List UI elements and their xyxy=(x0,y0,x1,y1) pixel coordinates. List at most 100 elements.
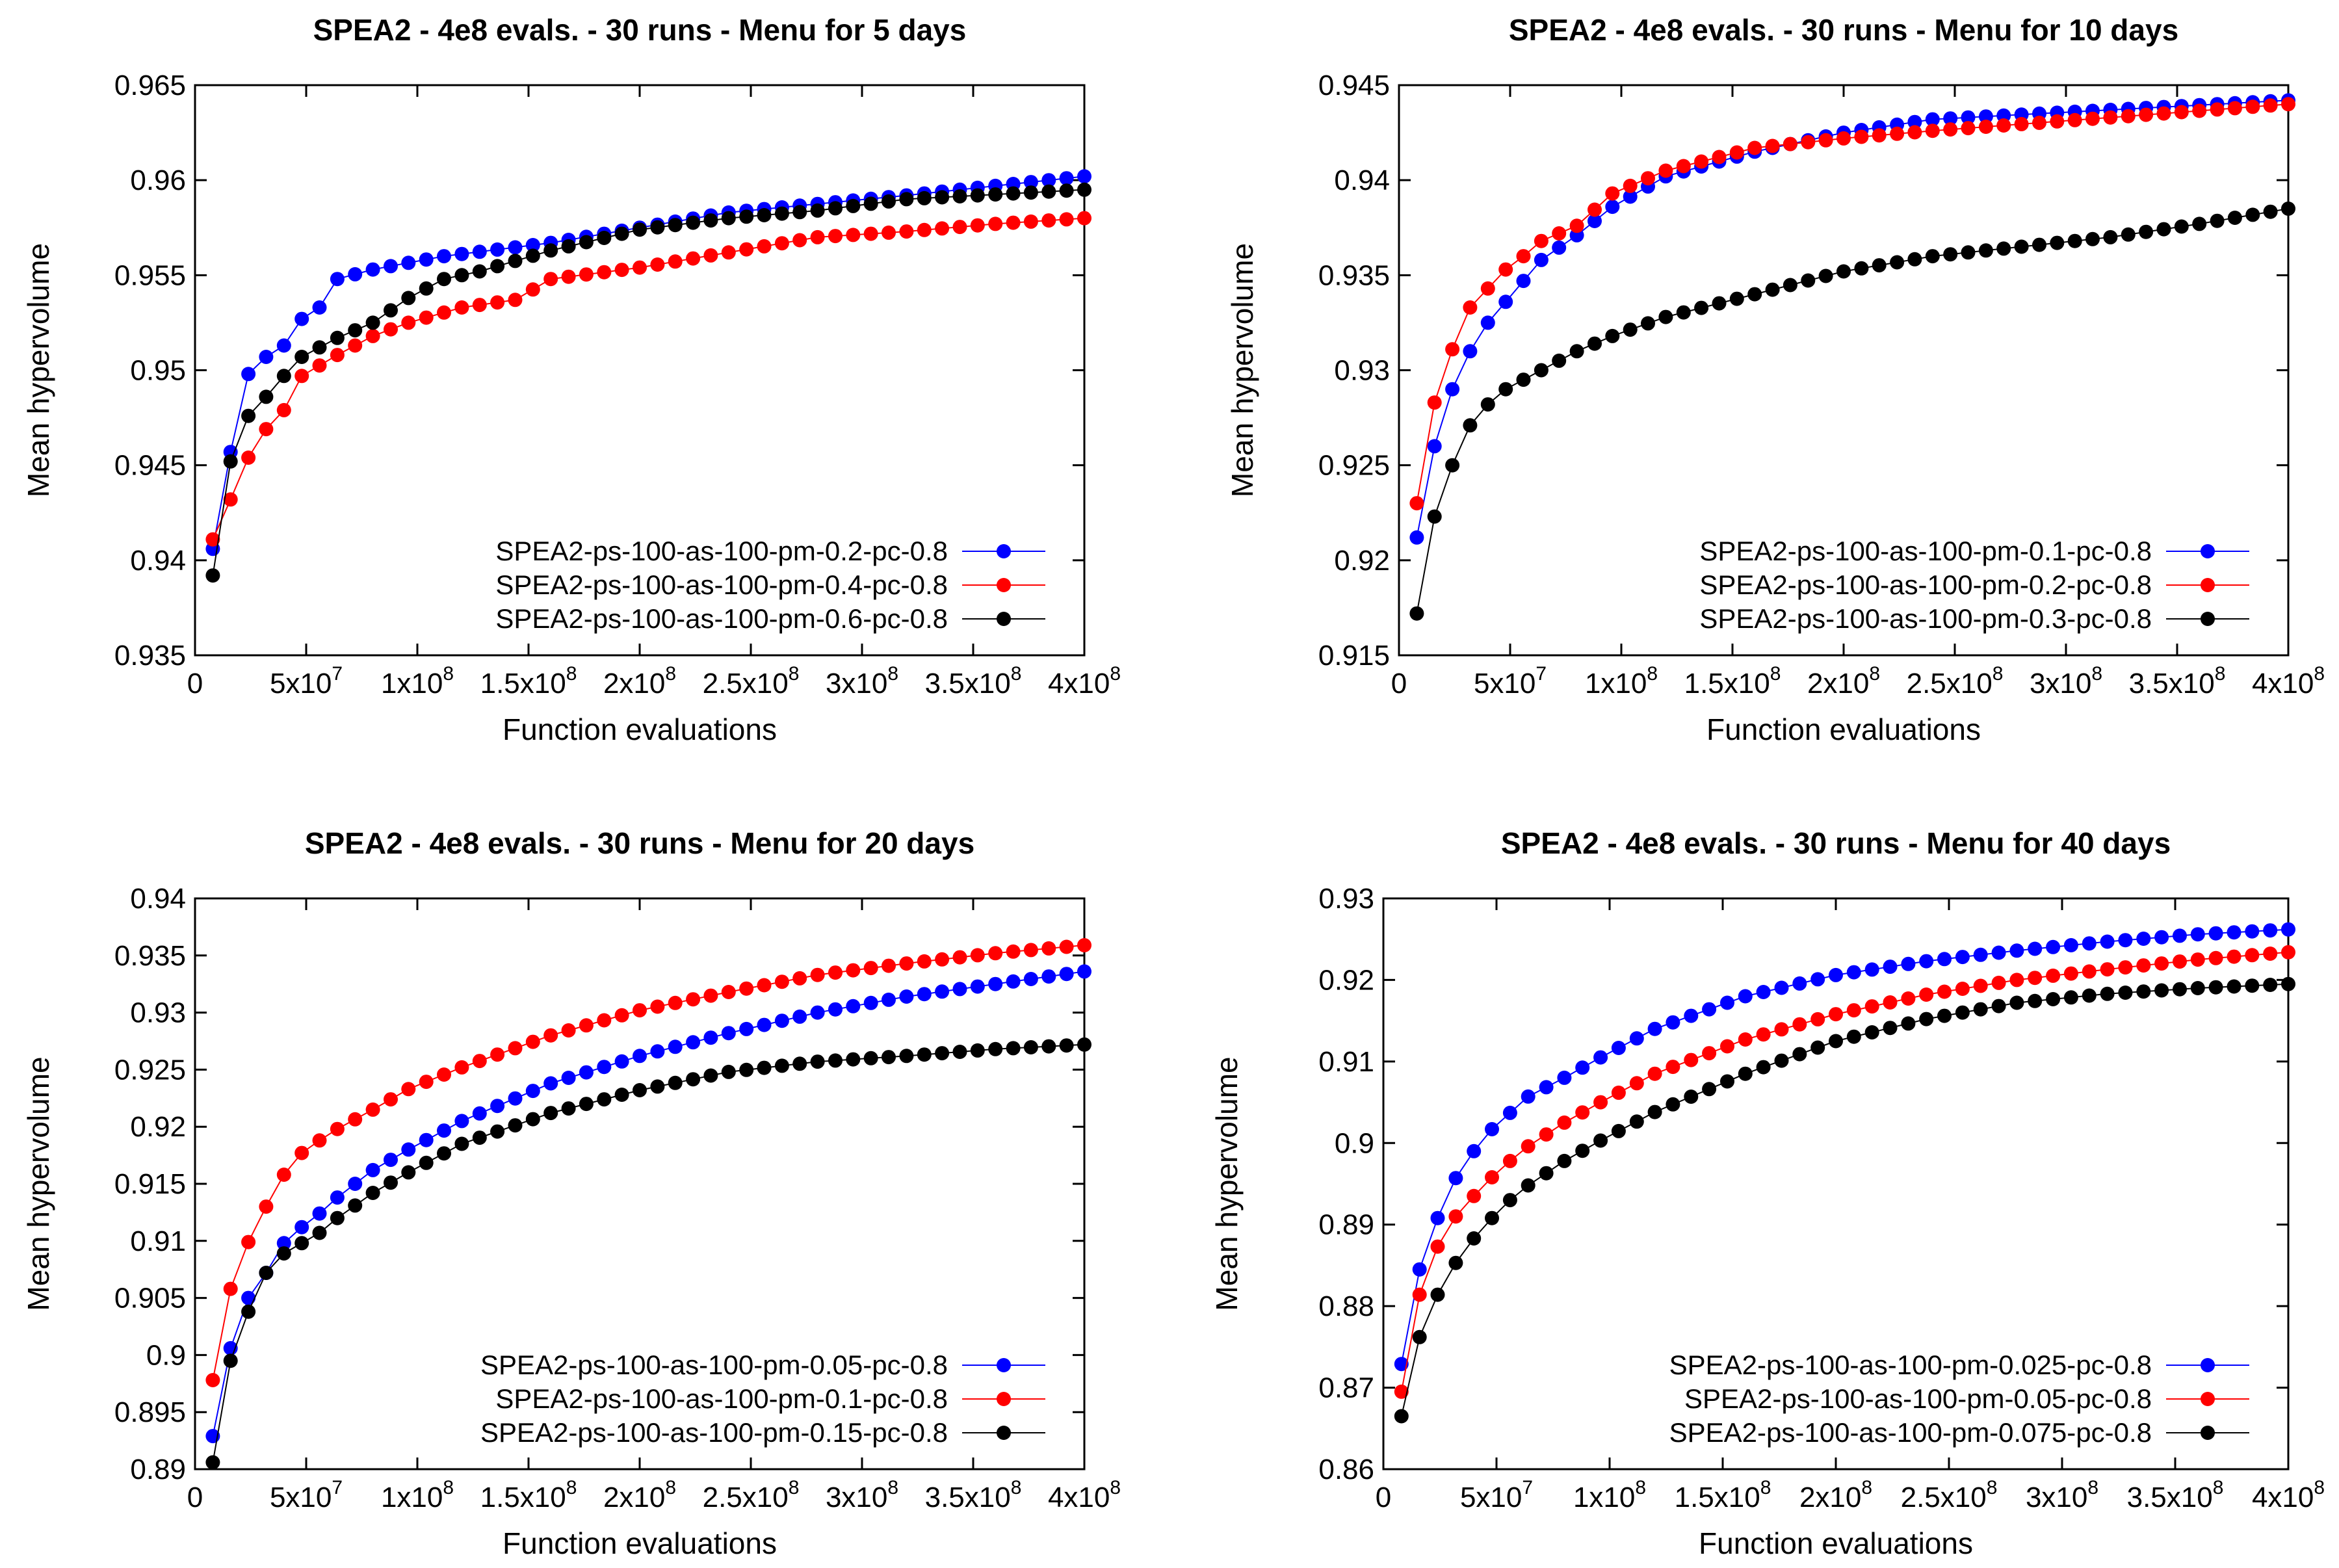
data-point xyxy=(2085,111,2100,126)
data-point xyxy=(1611,1123,1626,1138)
data-point xyxy=(1883,960,1898,974)
data-point xyxy=(1023,943,1038,958)
series-3 xyxy=(1394,976,2295,1424)
x-tick-mantissa: 5x10 xyxy=(270,668,332,699)
data-point xyxy=(1539,1127,1554,1142)
data-point xyxy=(2263,978,2278,992)
data-point xyxy=(2085,231,2100,246)
series-3 xyxy=(205,182,1091,583)
data-point xyxy=(1409,496,1424,511)
legend-marker xyxy=(997,1392,1011,1406)
y-tick-label: 0.9 xyxy=(146,1339,186,1371)
data-point xyxy=(2067,233,2082,248)
data-point xyxy=(2118,986,2133,1000)
x-tick-exponent: 8 xyxy=(1861,1477,1872,1498)
data-point xyxy=(1552,240,1567,255)
data-point xyxy=(2154,983,2169,998)
data-point xyxy=(2227,949,2241,964)
data-point xyxy=(223,454,238,469)
data-point xyxy=(810,967,825,982)
data-point xyxy=(988,946,1003,961)
data-point xyxy=(1991,975,2006,990)
data-point xyxy=(1430,1210,1445,1225)
data-point xyxy=(1747,287,1762,302)
data-point xyxy=(2154,956,2169,971)
data-point xyxy=(935,221,950,236)
data-point xyxy=(1516,274,1531,289)
data-point xyxy=(1829,1007,1843,1022)
data-point xyxy=(774,236,789,251)
data-point xyxy=(490,1047,505,1062)
data-point xyxy=(970,218,985,233)
data-point xyxy=(2118,960,2133,975)
data-point xyxy=(2190,927,2205,942)
legend-label: SPEA2-ps-100-as-100-pm-0.1-pc-0.8 xyxy=(1699,536,2152,566)
y-tick-label: 0.9 xyxy=(1335,1127,1374,1159)
chart-title: SPEA2 - 4e8 evals. - 30 runs - Menu for … xyxy=(1509,13,2178,47)
data-point xyxy=(1961,121,1976,136)
data-point xyxy=(863,226,878,241)
series-2 xyxy=(1409,97,2295,511)
data-point xyxy=(294,1220,309,1235)
x-tick-exponent: 8 xyxy=(1011,1477,1022,1498)
data-point xyxy=(1467,1143,1482,1158)
x-tick-label: 3x108 xyxy=(2030,663,2102,699)
data-point xyxy=(774,206,789,221)
data-point xyxy=(1077,169,1091,184)
x-tick-label: 2x108 xyxy=(603,1477,676,1513)
data-point xyxy=(1943,247,1958,262)
x-tick-exponent: 8 xyxy=(789,663,800,685)
data-point xyxy=(1502,1105,1517,1120)
chart-2: SPEA2 - 4e8 evals. - 30 runs - Menu for … xyxy=(1225,13,2325,746)
data-point xyxy=(668,1075,683,1090)
legend-label: SPEA2-ps-100-as-100-pm-0.05-pc-0.8 xyxy=(1684,1383,2152,1414)
data-point xyxy=(2100,934,2115,949)
data-point xyxy=(2281,922,2295,937)
x-tick-label: 4x108 xyxy=(2252,663,2325,699)
data-point xyxy=(1937,1008,1952,1023)
data-point xyxy=(2028,993,2043,1008)
data-point xyxy=(330,272,345,287)
data-point xyxy=(2063,990,2078,1005)
data-point xyxy=(1955,950,1970,965)
legend-marker xyxy=(2201,612,2215,626)
series-1 xyxy=(205,964,1091,1444)
data-point xyxy=(294,369,309,384)
data-point xyxy=(1394,1409,1409,1424)
data-point xyxy=(508,1041,523,1056)
x-tick-exponent: 8 xyxy=(1770,663,1781,685)
data-point xyxy=(721,245,736,260)
data-point xyxy=(1792,1017,1807,1032)
data-point xyxy=(2210,213,2225,228)
data-point xyxy=(205,532,220,547)
data-point xyxy=(1991,945,2006,960)
data-point xyxy=(1041,173,1056,188)
x-tick-label: 2x108 xyxy=(603,663,676,699)
data-point xyxy=(312,1133,327,1148)
x-tick-mantissa: 1.5x10 xyxy=(1684,668,1770,699)
data-point xyxy=(2009,943,2024,958)
data-point xyxy=(739,209,754,224)
data-point xyxy=(384,1153,398,1168)
data-point xyxy=(348,267,363,281)
x-tick-exponent: 8 xyxy=(2213,1477,2224,1498)
data-point xyxy=(1658,163,1673,178)
data-point xyxy=(1409,606,1424,621)
y-tick-label: 0.915 xyxy=(114,1168,186,1200)
data-point xyxy=(384,259,398,274)
y-tick-label: 0.91 xyxy=(1318,1046,1374,1078)
data-point xyxy=(614,263,629,278)
x-tick-mantissa: 1x10 xyxy=(381,668,443,699)
x-axis-label: Function evaluations xyxy=(503,712,777,746)
x-tick-exponent: 8 xyxy=(1011,663,1022,685)
data-point xyxy=(1412,1329,1427,1344)
data-point xyxy=(2173,982,2187,997)
x-tick-mantissa: 5x10 xyxy=(1474,668,1535,699)
data-point xyxy=(1006,215,1021,230)
data-point xyxy=(1534,252,1548,267)
data-point xyxy=(1502,1153,1517,1168)
data-point xyxy=(988,216,1003,231)
y-tick-label: 0.94 xyxy=(130,545,186,577)
data-point xyxy=(792,205,807,220)
data-point xyxy=(988,976,1003,991)
